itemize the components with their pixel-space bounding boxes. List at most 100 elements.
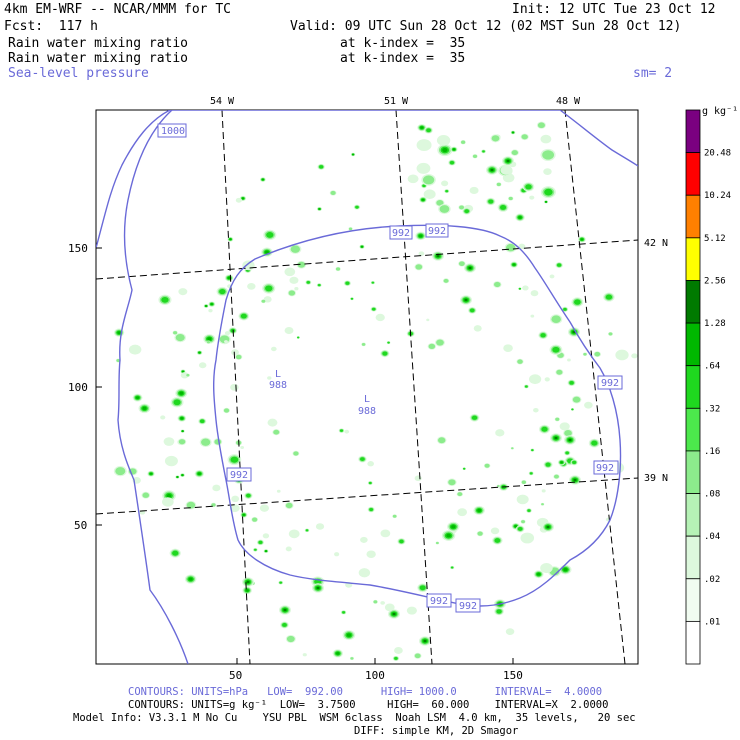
rain-cell — [540, 333, 546, 338]
rain-cell — [330, 190, 336, 196]
pressure-label: 992 — [596, 463, 614, 474]
rain-cell — [521, 134, 528, 140]
rain-cell — [528, 374, 542, 385]
rain-cell — [254, 548, 257, 551]
init-time: Init: 12 UTC Tue 23 Oct 12 — [512, 2, 716, 17]
rain-cell — [261, 299, 266, 303]
rain-cell — [542, 150, 555, 160]
rain-cell — [436, 339, 444, 346]
rain-cell — [186, 501, 196, 509]
rain-cell — [235, 354, 242, 360]
rain-cell — [438, 437, 446, 444]
rain-cell — [366, 550, 376, 558]
rain-cell — [246, 493, 251, 498]
lat-lon-grid — [96, 110, 638, 664]
color-bar-level-label: .32 — [704, 404, 720, 414]
rain-cell — [559, 422, 570, 431]
rain-cell — [418, 251, 425, 256]
rain-cell — [286, 635, 295, 643]
rain-cell — [580, 238, 584, 241]
rain-cell — [518, 216, 522, 219]
rain-cell — [380, 601, 385, 605]
rain-cell — [265, 285, 273, 292]
rain-cell — [371, 281, 375, 284]
color-bar-swatch — [685, 237, 701, 281]
rain-cell — [549, 274, 555, 279]
rain-cell — [219, 288, 226, 295]
rain-cell — [572, 331, 576, 333]
rain-cell — [436, 255, 440, 257]
color-bar-level-label: 2.56 — [704, 276, 726, 286]
rain-cell — [361, 342, 366, 346]
rain-cell — [645, 365, 652, 370]
rain-cell — [584, 401, 593, 409]
rain-cell — [181, 430, 184, 433]
rain-cell — [345, 281, 350, 285]
rain-cell — [178, 288, 188, 296]
rain-cell — [208, 308, 213, 313]
rain-cell — [436, 135, 451, 146]
rain-cell — [482, 150, 485, 153]
rain-cell — [496, 609, 502, 614]
rain-cell — [197, 472, 201, 475]
rain-cell — [533, 408, 539, 413]
rain-cell — [517, 359, 523, 364]
rain-cell — [115, 467, 126, 476]
rain-cell — [246, 581, 250, 583]
rain-cell — [175, 333, 185, 342]
rain-cell — [458, 261, 465, 266]
rain-cell — [506, 160, 510, 162]
rain-cell — [571, 408, 574, 411]
rain-cell — [319, 165, 324, 169]
rain-cell — [423, 640, 427, 642]
x-tick-label: 50 — [229, 669, 242, 682]
rain-cell — [230, 383, 239, 391]
rain-cell — [173, 399, 181, 406]
rain-cell — [235, 197, 242, 203]
rain-cell — [264, 550, 268, 553]
rain-cell — [283, 609, 287, 611]
rain-cell — [258, 540, 263, 544]
y-tick-label: 50 — [74, 519, 87, 532]
rain-cell — [615, 349, 629, 361]
rain-cell — [543, 168, 552, 175]
rain-cell — [490, 169, 494, 171]
color-bar-swatch — [685, 322, 701, 367]
pressure-contours — [96, 110, 638, 664]
rain-cell — [406, 606, 417, 615]
rain-cell — [518, 243, 526, 250]
label-box — [389, 225, 413, 240]
color-bar-level-label: .02 — [704, 575, 720, 585]
rain-cell — [450, 566, 454, 569]
rain-cell — [516, 494, 529, 505]
rain-cell — [247, 283, 256, 290]
rain-cell — [537, 122, 545, 129]
rain-cell — [342, 611, 346, 614]
rain-cell — [511, 447, 514, 450]
rain-cell — [525, 184, 532, 190]
rain-cell — [428, 343, 436, 349]
pressure-label: 992 — [392, 228, 410, 239]
rain-cell — [204, 304, 208, 307]
rain-cell — [529, 195, 535, 200]
field-1-name: Rain water mixing ratio — [8, 36, 189, 51]
rain-cell — [394, 656, 398, 660]
rain-cell — [285, 502, 293, 509]
lat-label: 39 N — [644, 473, 668, 484]
low-mark: L — [364, 394, 370, 405]
color-bar-swatch — [685, 365, 701, 409]
rain-cell — [206, 340, 211, 344]
diffusion-info: DIFF: simple KM, 2D Smagor — [354, 725, 519, 737]
rain-cell — [259, 504, 270, 512]
rain-cell — [545, 462, 551, 467]
lat-lon-labels: 54 W 51 W 48 W 42 N 39 N — [210, 96, 668, 484]
rain-cell — [348, 227, 353, 231]
rain-cell — [495, 429, 505, 437]
rain-cell — [477, 531, 483, 536]
rain-cell — [163, 437, 175, 446]
rain-cell — [591, 440, 598, 446]
rain-cell — [335, 267, 341, 271]
rain-cell — [306, 281, 311, 284]
rain-cell — [448, 479, 456, 486]
low-mark: L — [275, 369, 281, 380]
